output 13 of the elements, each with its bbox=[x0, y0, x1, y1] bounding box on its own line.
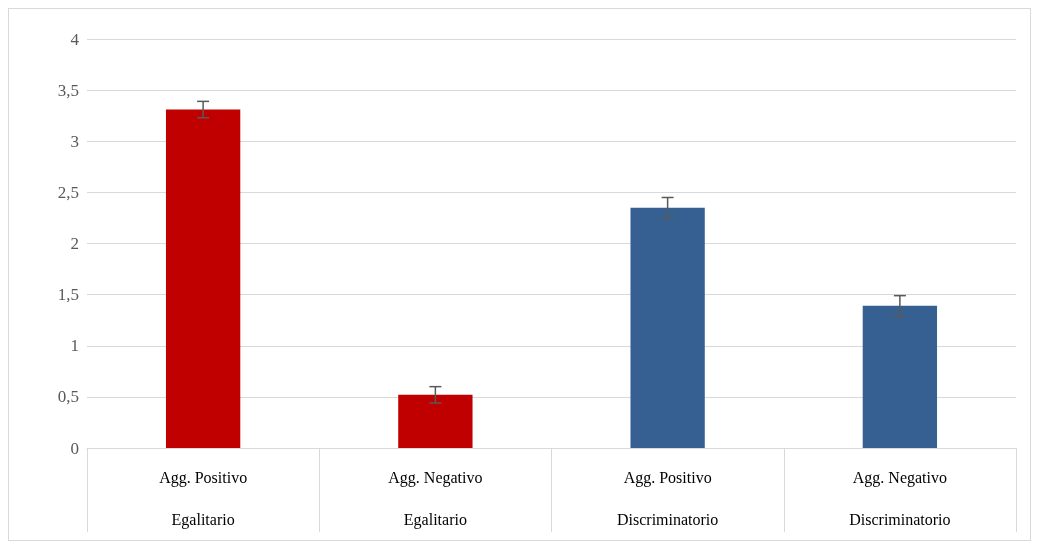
y-tick-label: 3,5 bbox=[57, 80, 79, 100]
category-label: Agg. Negativo Egalitario bbox=[388, 468, 483, 528]
y-tick-label: 2 bbox=[70, 234, 79, 253]
y-tick-label: 1 bbox=[70, 336, 79, 356]
y-tick-label: 0,5 bbox=[57, 387, 79, 407]
y-tick-label: 3 bbox=[70, 131, 79, 151]
category-label: Agg. Positivo Egalitario bbox=[159, 468, 248, 528]
y-tick-label: 2,5 bbox=[57, 182, 79, 202]
category-label: Agg. Positivo Discriminatorio bbox=[616, 468, 719, 528]
y-tick-label: 0 bbox=[70, 438, 79, 458]
y-tick-label: 4 bbox=[70, 29, 80, 49]
y-tick-label: 1,5 bbox=[57, 285, 79, 305]
category-label: Agg. Negativo Discriminatorio bbox=[849, 468, 951, 528]
